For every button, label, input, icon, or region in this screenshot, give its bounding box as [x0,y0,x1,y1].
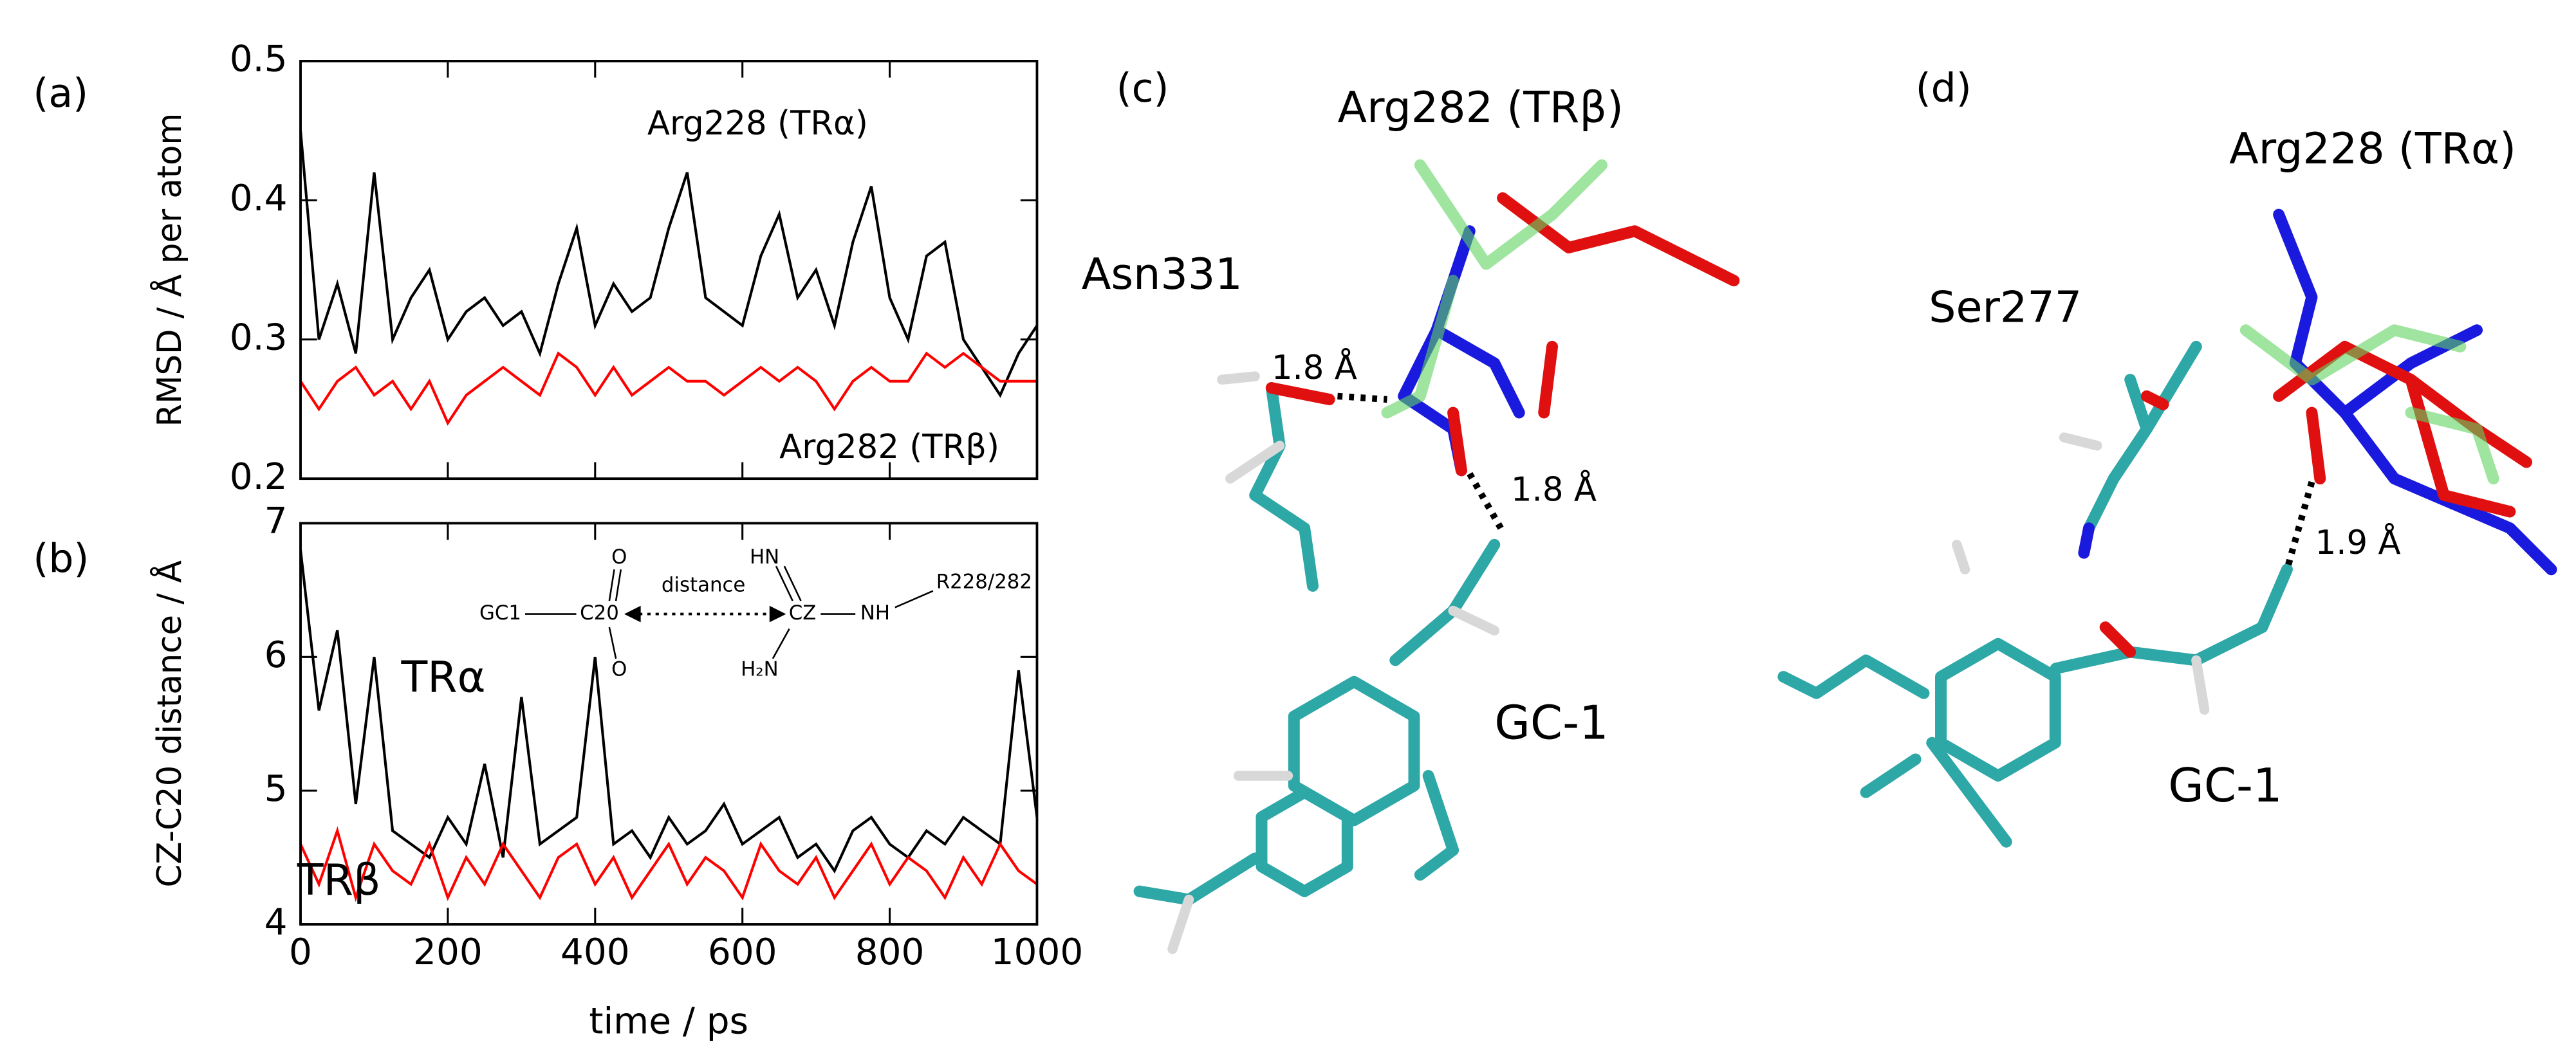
inset-label: distance [662,573,745,596]
molecule-stick [1447,407,1467,477]
molecule-label: Arg282 (TRβ) [1337,82,1623,133]
hydrogen-bond [2284,481,2315,571]
inset-label: C20 [580,601,619,625]
molecule-label: Arg228 (TRα) [2229,124,2516,174]
inset-bond [894,590,934,609]
molecule-stick [2078,522,2095,559]
inset-bond [783,565,802,601]
molecule-label: GC-1 [1494,696,1608,750]
molecule-stick [1414,770,1459,881]
molecule-stick [1225,441,1285,484]
series-label: Arg282 (TRβ) [779,428,999,466]
y-tick-label: 7 [264,500,288,542]
series-line [301,826,1037,902]
molecule-label: GC-1 [2168,758,2282,812]
molecule-stick [1414,159,1608,270]
inset-bond [772,628,790,659]
molecule-stick [1538,340,1559,419]
molecule-stick [1935,637,2061,782]
molecule-stick [2140,390,2169,410]
inset-label: NH [860,601,890,625]
molecule-stick [1249,382,1319,592]
molecule-stick [1431,324,1525,419]
y-tick-label: 0.5 [230,39,288,80]
molecule-stick [1381,275,1459,419]
molecule-stick [1217,371,1260,385]
molecule-stick [2405,407,2499,485]
y-tick-label: 4 [264,902,288,944]
molecule-stick [1448,605,1499,636]
molecule-label: Asn331 [1082,249,1243,299]
y-tick-label: 5 [264,768,288,810]
molecule-stick [1256,786,1353,897]
x-tick-label: 1000 [991,931,1084,973]
inset-label: R228/282 [936,570,1032,593]
x-axis-label: time / ps [589,1001,748,1043]
panel-label: (a) [33,70,88,116]
molecule-stick [1389,538,1501,666]
inset-bond [608,569,615,601]
panel-label: (b) [33,536,89,582]
arrow-head [769,605,786,623]
x-tick-label: 0 [289,931,312,973]
molecule-stick [1497,192,1740,287]
molecule-stick [2306,407,2326,485]
y-axis-label: CZ-C20 distance / Å [149,560,189,887]
y-tick-label: 0.3 [230,316,288,358]
molecule-stick [1167,894,1194,955]
molecule-stick [1133,852,1261,906]
molecule-stick [2191,655,2210,715]
y-axis-label: RMSD / Å per atom [149,113,189,427]
inset-label: O [611,545,627,569]
molecule-stick [1265,382,1335,405]
plot-frame [299,522,1039,926]
molecule-stick [2050,563,2293,675]
x-tick-label: 800 [855,931,925,973]
series-line [301,549,1037,874]
series-label: TRβ [297,855,381,905]
molecule-label: 1.8 Å [1272,347,1357,387]
molecule-stick [1860,753,1922,798]
molecule-stick [2140,340,2202,435]
hydrogen-bond [1467,471,1506,533]
inset-label: GC1 [479,601,521,625]
inset-bond [775,565,793,601]
molecule-stick [2339,407,2557,576]
plot-frame [299,60,1039,481]
molecule-stick [1777,654,1930,699]
molecule-label: Ser277 [1929,282,2082,332]
inset-bond [615,569,622,601]
inset-bond [608,627,617,659]
molecule-stick [2273,208,2483,419]
molecule-stick [1288,675,1420,827]
y-tick-label: 6 [264,634,288,676]
molecule-stick [2083,374,2153,535]
molecule-stick [2059,432,2102,451]
molecule-stick [2239,324,2467,386]
molecule-label: (c) [1117,65,1169,111]
y-tick-label: 0.2 [230,456,288,498]
molecule-label: (d) [1916,65,1972,111]
y-tick-label: 0.4 [230,178,288,219]
molecule-label: 1.8 Å [1511,470,1597,509]
hydrogen-bond [1337,392,1387,403]
inset-label: HN [750,545,779,569]
x-tick-label: 400 [561,931,630,973]
series-label: TRα [401,652,486,702]
molecule-stick [2099,621,2136,658]
molecule-stick [1926,737,2012,848]
arrow-head [624,605,641,623]
series-line [301,351,1037,426]
series-label: Arg228 (TRα) [647,104,868,143]
x-tick-label: 600 [708,931,777,973]
inset-label: H₂N [741,657,779,681]
molecule-stick [1952,540,1970,574]
molecule-label: 1.9 Å [2315,522,2401,562]
x-tick-label: 200 [413,931,483,973]
inset-label: CZ [789,601,817,625]
series-line [301,130,1037,398]
inset-label: O [611,657,627,681]
